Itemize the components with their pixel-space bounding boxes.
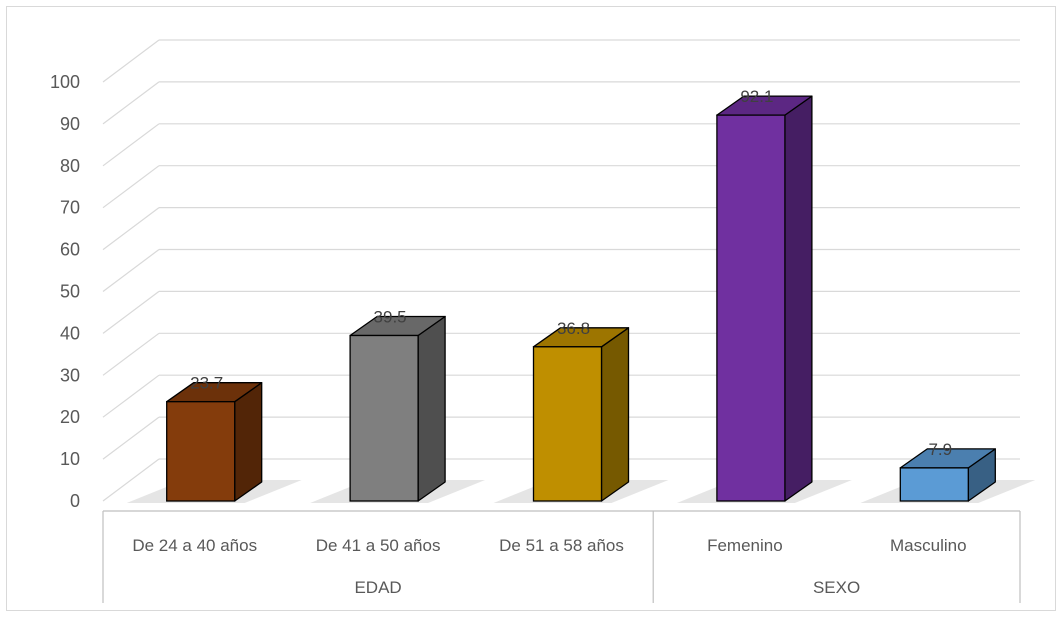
bar-side-face bbox=[234, 382, 263, 502]
x-tick-label: Femenino bbox=[707, 536, 783, 555]
y-tick-label: 90 bbox=[60, 114, 80, 134]
gridline-side bbox=[102, 458, 160, 502]
bar-front-face bbox=[532, 346, 603, 502]
bar-front-face bbox=[716, 114, 786, 502]
gridline-side bbox=[102, 81, 160, 125]
data-label: 7.9 bbox=[928, 440, 952, 459]
y-tick-label: 20 bbox=[60, 407, 80, 427]
bar-4: 92.1 bbox=[676, 87, 852, 503]
data-label: 92.1 bbox=[740, 87, 773, 106]
bar-2: 39.5 bbox=[310, 307, 486, 503]
y-tick-label: 80 bbox=[60, 156, 80, 176]
group-label: SEXO bbox=[813, 578, 860, 597]
bar-front-face bbox=[899, 467, 969, 502]
chart-frame bbox=[6, 6, 1056, 611]
y-tick-label: 10 bbox=[60, 449, 80, 469]
gridline-side bbox=[102, 249, 160, 292]
bar-front-face bbox=[349, 334, 419, 502]
bar-side-face bbox=[600, 327, 630, 502]
y-tick-label: 30 bbox=[60, 365, 80, 385]
bar-side-face bbox=[417, 315, 446, 502]
y-tick-label: 40 bbox=[60, 323, 80, 343]
y-tick-label: 60 bbox=[60, 240, 80, 260]
y-axis-ticks: 0 10 20 30 40 50 60 70 80 90 100 bbox=[50, 72, 80, 511]
bar-side-face bbox=[784, 95, 813, 502]
gridline-side bbox=[102, 207, 160, 251]
data-label: 23.7 bbox=[190, 374, 223, 393]
bars: 23.7 39.5 36.8 92.1 7.9 bbox=[126, 87, 1036, 503]
x-tick-label: De 24 a 40 años bbox=[132, 536, 257, 555]
gridline-side bbox=[102, 374, 160, 418]
y-tick-label: 100 bbox=[50, 72, 80, 92]
x-tick-label: De 41 a 50 años bbox=[316, 536, 441, 555]
bar-front-face bbox=[166, 401, 236, 502]
group-label: EDAD bbox=[354, 578, 401, 597]
bar-5: 7.9 bbox=[860, 440, 1036, 503]
gridline-side bbox=[102, 416, 160, 460]
x-axis: De 24 a 40 años De 41 a 50 años De 51 a 58… bbox=[102, 510, 1021, 603]
gridlines bbox=[102, 39, 1020, 502]
x-tick-label: De 51 a 58 años bbox=[499, 536, 624, 555]
y-tick-label: 0 bbox=[70, 491, 80, 511]
y-tick-label: 50 bbox=[60, 282, 80, 302]
gridline-side bbox=[102, 39, 160, 83]
data-label: 39.5 bbox=[374, 307, 407, 326]
bar-3: 36.8 bbox=[493, 319, 669, 503]
x-tick-label: Masculino bbox=[890, 536, 967, 555]
gridline-side bbox=[102, 165, 160, 209]
gridline-side bbox=[102, 332, 160, 376]
y-tick-label: 70 bbox=[60, 198, 80, 218]
gridline-side bbox=[102, 123, 160, 167]
gridline-side bbox=[102, 290, 160, 334]
data-label: 36.8 bbox=[557, 319, 590, 338]
bar-1: 23.7 bbox=[126, 374, 302, 503]
